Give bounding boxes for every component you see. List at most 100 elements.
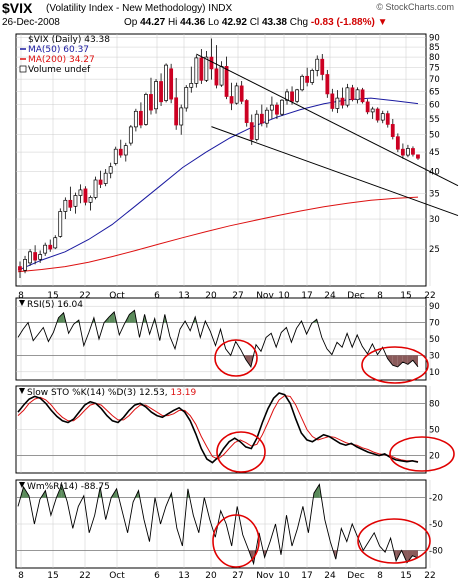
annotation-circle-wmr [212, 514, 260, 568]
main-x-tick-label: 27 [232, 291, 243, 301]
candle-body [285, 91, 289, 101]
candle-body [118, 148, 123, 156]
candle-body [395, 136, 400, 150]
bottom-x-tick-label: 17 [301, 571, 312, 581]
candle-body [275, 104, 279, 115]
main-y-tick-label: 70 [429, 75, 440, 85]
main-x-tick-label: 24 [324, 291, 336, 301]
low-value: 42.92 [221, 17, 247, 28]
main-y-tick-label: 55 [429, 115, 440, 125]
candle-body [48, 244, 53, 250]
candle-body [23, 259, 27, 271]
bottom-x-tick-label: 8 [18, 571, 24, 581]
wmr-title: Wm%R(14) -88.75 [27, 482, 110, 492]
main-y-tick-label: 65 [429, 87, 440, 97]
bottom-x-tick-label: 24 [324, 571, 336, 581]
candle-body [360, 89, 365, 103]
sto-title: Slow STO %K(14) %D(3) 12.53, 13.19 [27, 388, 197, 398]
sto-legend-1: 13.19 [170, 388, 196, 398]
candle-body [113, 148, 118, 164]
candle-body [154, 81, 158, 110]
candle-body [300, 75, 305, 91]
main-y-tick-label: 80 [429, 53, 440, 63]
wmr-y-tick-label: -20 [429, 494, 443, 504]
low-label: Lo [207, 17, 220, 28]
rsi-zone-fill [109, 311, 115, 323]
rsi-zone-fill [387, 355, 393, 366]
candle-body [345, 87, 350, 106]
trendline-1 [211, 126, 459, 217]
candle-body [416, 154, 420, 159]
candle-body [280, 99, 284, 115]
open-label: Op [124, 17, 138, 28]
main-x-tick-label: 20 [205, 291, 217, 301]
bottom-x-tick-label: 8 [377, 571, 383, 581]
candle-body [244, 100, 249, 123]
trendline-0 [196, 53, 459, 187]
candle-body [88, 197, 93, 203]
change-down-icon: ▼ [377, 17, 388, 28]
candle-body [325, 74, 330, 95]
candle-body [133, 110, 138, 128]
candle-body [128, 126, 133, 144]
candle-body [53, 237, 58, 249]
candle-body [138, 110, 143, 126]
main-x-tick-label: Oct [109, 291, 125, 301]
bottom-x-tick-label: 15 [400, 571, 411, 581]
candle-body [98, 179, 103, 185]
ma200-line [17, 196, 419, 273]
candle-body [350, 87, 355, 101]
wmr-y-tick-label: -50 [429, 520, 443, 530]
candle-body [144, 94, 148, 125]
main-x-tick-label: Dec [347, 291, 364, 301]
candle-body [58, 211, 63, 237]
rsi-dropdown-icon [19, 300, 25, 306]
candle-body [229, 96, 234, 104]
rsi-zone-fill [397, 355, 403, 367]
main-legend-0: $VIX (Daily) 43.38 [28, 35, 110, 45]
candle-body [123, 145, 128, 156]
rsi-y-tick-label: 50 [429, 335, 440, 345]
candle-body [204, 56, 209, 81]
bottom-x-tick-label: 27 [232, 571, 243, 581]
main-y-tick-label: 25 [429, 245, 440, 255]
rsi-zone-fill [407, 355, 413, 365]
candle-body [259, 113, 264, 124]
candle-body [194, 57, 199, 84]
candle-body [340, 97, 345, 106]
candle-body [264, 109, 269, 124]
rsi-zone-fill [245, 355, 251, 367]
candle-body [370, 108, 375, 113]
bottom-x-tick-label: Dec [347, 571, 364, 581]
candle-body [108, 166, 113, 174]
sto-dropdown-icon [19, 388, 25, 394]
rsi-y-tick-label: 10 [429, 368, 440, 378]
candle-body [254, 113, 259, 140]
main-x-tick-label: 22 [79, 291, 90, 301]
candle-body [28, 251, 32, 264]
rsi-title: RSI(5) 16.04 [27, 300, 83, 310]
candle-body [73, 195, 78, 207]
wmr-y-tick-label: -80 [429, 546, 443, 556]
candle-body [315, 58, 320, 71]
brand-watermark: © StockCharts.com [376, 2, 454, 12]
candle-body [43, 244, 48, 254]
sto-y-tick-label: 50 [429, 426, 440, 436]
candle-body [305, 75, 310, 83]
candle-body [189, 83, 194, 88]
candle-body [234, 85, 239, 104]
wmr-zone-fill [313, 484, 320, 498]
main-x-tick-label: Nov [256, 291, 274, 301]
candle-body [219, 66, 224, 86]
high-label: Hi [167, 17, 178, 28]
candle-body [406, 148, 410, 156]
close-value: 43.38 [261, 17, 287, 28]
main-y-tick-label: 85 [429, 43, 440, 53]
annotation-circle-rsi [361, 346, 429, 384]
candle-body [335, 97, 340, 109]
high-value: 44.36 [180, 17, 206, 28]
candle-body [184, 87, 189, 109]
main-x-tick-label: 8 [377, 291, 383, 301]
bottom-x-tick-label: 20 [205, 571, 217, 581]
